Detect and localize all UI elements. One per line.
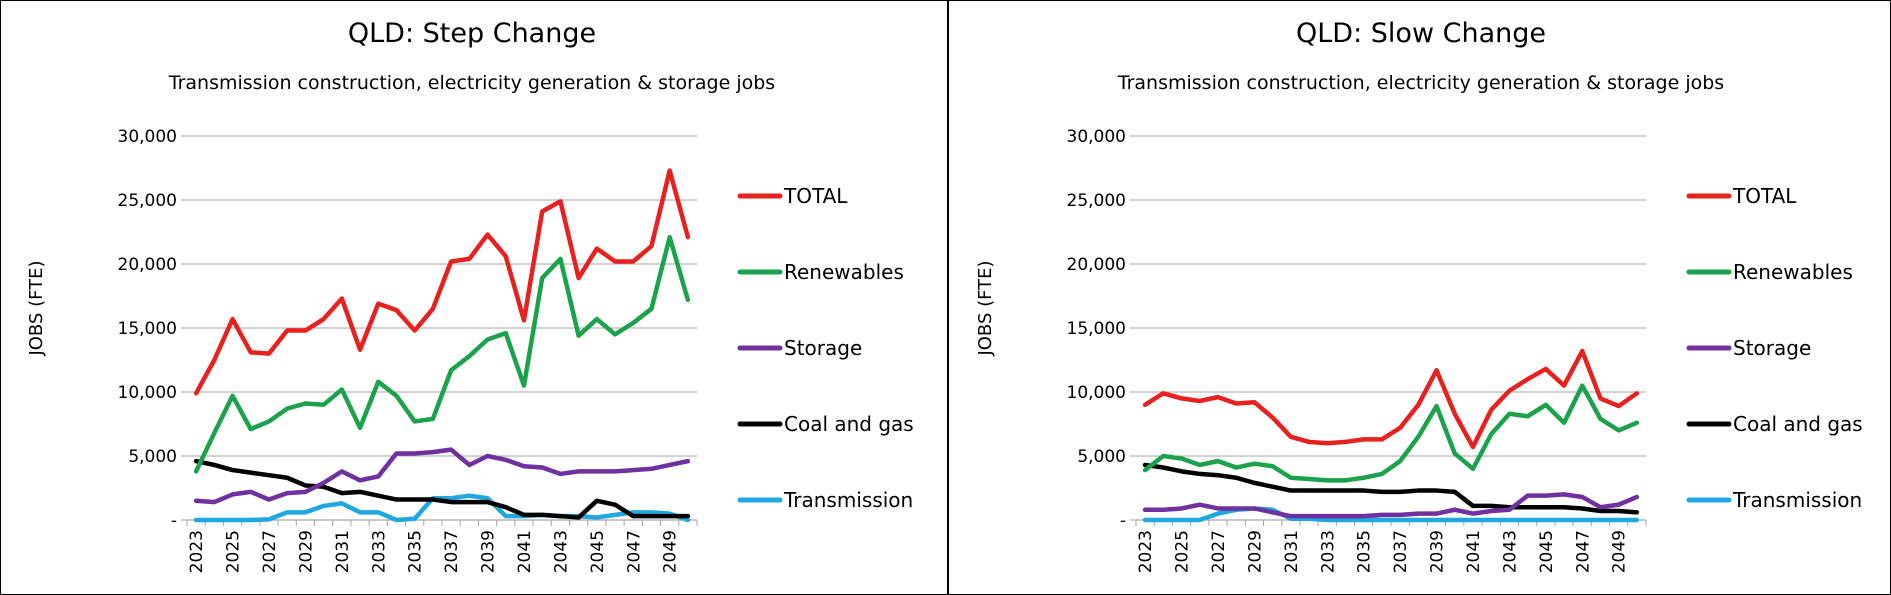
x-tick-label: 2039	[1428, 530, 1448, 573]
series-line-coal-and-gas	[1142, 462, 1640, 515]
x-tick-label: 2027	[1209, 530, 1229, 573]
x-tick-label: 2029	[1245, 530, 1265, 573]
y-tick-label: 10,000	[118, 383, 177, 403]
x-tick-label: 2041	[1464, 530, 1484, 573]
x-tick-label: 2043	[1500, 530, 1520, 573]
x-tick-label: 2043	[551, 530, 571, 573]
x-tick-label: 2037	[442, 530, 462, 573]
x-tick-label: 2039	[479, 530, 499, 573]
x-tick-label: 2045	[588, 530, 608, 573]
chart-subtitle: Transmission construction, electricity g…	[168, 72, 775, 94]
legend-label-storage: Storage	[784, 336, 862, 360]
legend-label-renewables: Renewables	[784, 260, 904, 284]
x-tick-label: 2037	[1391, 530, 1411, 573]
y-tick-label: 5,000	[128, 447, 177, 467]
y-tick-label: 5,000	[1077, 447, 1126, 467]
legend-label-transmission: Transmission	[1732, 488, 1862, 512]
x-tick-label: 2041	[515, 530, 535, 573]
legend-label-coal-and-gas: Coal and gas	[1733, 412, 1863, 436]
chart-subtitle: Transmission construction, electricity g…	[1117, 72, 1724, 94]
x-tick-label: 2035	[1355, 530, 1375, 573]
x-tick-label: 2029	[296, 530, 316, 573]
x-tick-label: 2023	[1136, 530, 1156, 573]
slow-change-chart: QLD: Slow Change Transmission constructio…	[975, 18, 1863, 573]
y-tick-label: 10,000	[1067, 383, 1126, 403]
x-tick-label: 2047	[1573, 530, 1593, 573]
y-axis-label: JOBS (FTE)	[975, 260, 996, 356]
x-tick-label: 2035	[406, 530, 426, 573]
legend-label-total: TOTAL	[1732, 184, 1797, 208]
y-tick-label: 20,000	[1067, 255, 1126, 275]
chart-title: QLD: Slow Change	[1296, 18, 1546, 49]
x-tick-label: 2049	[661, 530, 681, 573]
x-tick-label: 2025	[224, 530, 244, 573]
y-tick-label: 20,000	[118, 255, 177, 275]
series-line-coal-and-gas	[193, 458, 691, 520]
series-line-renewables	[193, 234, 691, 474]
chart-panel-slow-change: QLD: Slow Change Transmission constructio…	[949, 0, 1891, 595]
x-tick-label: 2031	[1282, 530, 1302, 573]
x-tick-label: 2027	[260, 530, 280, 573]
y-tick-label: 30,000	[1067, 127, 1126, 147]
series-line-storage	[193, 447, 691, 505]
series-line-transmission	[193, 493, 691, 523]
legend-label-coal-and-gas: Coal and gas	[784, 412, 914, 436]
chart-panel-step-change: QLD: Step Change Transmission constructio…	[26, 0, 949, 595]
y-tick-label: 25,000	[1067, 191, 1126, 211]
x-tick-label: 2045	[1537, 530, 1557, 573]
series-line-renewables	[1142, 383, 1640, 483]
x-tick-label: 2025	[1173, 530, 1193, 573]
x-tick-label: 2023	[187, 530, 207, 573]
legend-label-storage: Storage	[1733, 336, 1811, 360]
y-tick-label: 15,000	[118, 319, 177, 339]
y-tick-label: -	[1120, 511, 1126, 531]
x-tick-label: 2049	[1610, 530, 1630, 573]
x-tick-label: 2033	[1318, 530, 1338, 573]
legend-label-transmission: Transmission	[783, 488, 913, 512]
y-axis-label: JOBS (FTE)	[26, 260, 47, 356]
x-tick-label: 2033	[369, 530, 389, 573]
series-line-transmission	[1142, 506, 1640, 523]
series-line-total	[1142, 348, 1640, 450]
y-tick-label: 25,000	[118, 191, 177, 211]
legend-label-renewables: Renewables	[1733, 260, 1853, 284]
series-line-total	[193, 168, 691, 396]
chart-title: QLD: Step Change	[348, 18, 596, 49]
y-tick-label: 30,000	[118, 127, 177, 147]
step-change-chart: QLD: Step Change Transmission constructio…	[26, 18, 914, 573]
y-tick-label: -	[171, 511, 177, 531]
x-tick-label: 2031	[333, 530, 353, 573]
series-line-storage	[1142, 492, 1640, 519]
x-tick-label: 2047	[624, 530, 644, 573]
y-tick-label: 15,000	[1067, 319, 1126, 339]
legend-label-total: TOTAL	[783, 184, 848, 208]
